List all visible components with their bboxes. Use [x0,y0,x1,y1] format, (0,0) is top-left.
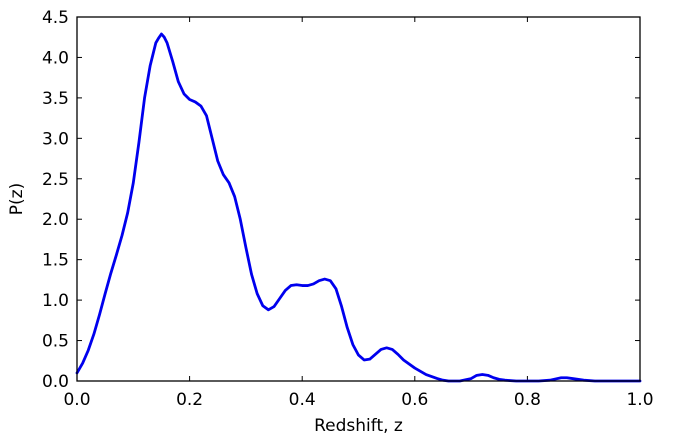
series-line-0 [75,32,642,383]
y-tick-label: 1.5 [42,251,69,271]
y-tick-label: 0.5 [42,332,69,352]
y-tick-label: 4.5 [42,8,69,28]
x-tick-label: 0.0 [63,390,90,410]
tick-marks [76,16,641,382]
x-axis-label: Redshift, z [314,416,403,436]
y-tick-label: 4.0 [42,48,69,68]
y-tick-label: 1.0 [42,291,69,311]
y-tick-label: 2.0 [42,210,69,230]
x-tick-label: 0.4 [289,390,316,410]
x-tick-label: 1.0 [626,390,653,410]
y-tick-label: 2.5 [42,170,69,190]
y-tick-label: 0.0 [42,372,69,392]
tick-labels: 0.0 0.2 0.4 0.6 0.8 1.0 0.0 0.5 1.0 1.5 2.0 2.5 3.0 3… [42,8,654,410]
x-tick-label: 0.6 [401,390,428,410]
x-tick-label: 0.2 [176,390,203,410]
plot-frame [76,16,641,382]
y-tick-label: 3.5 [42,89,69,109]
x-tick-label: 0.8 [514,390,541,410]
y-tick-label: 3.0 [42,129,69,149]
y-axis-label: P(z) [7,183,27,215]
series-layer [75,32,642,383]
